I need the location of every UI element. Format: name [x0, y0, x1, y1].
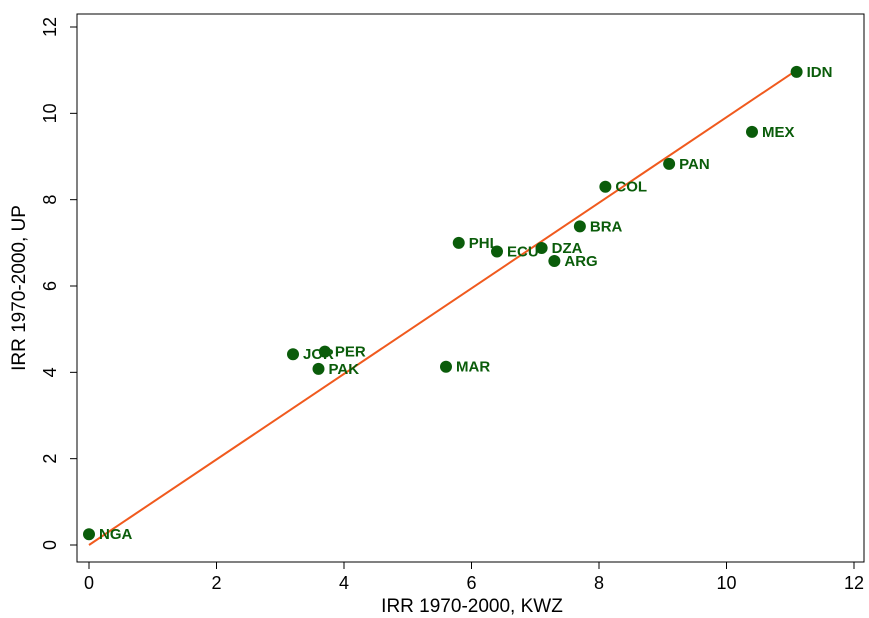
data-point-pan: PAN: [663, 156, 710, 173]
point-marker: [573, 220, 586, 233]
point-marker: [440, 360, 452, 373]
y-axis-title: IRR 1970-2000, UP: [9, 205, 30, 371]
point-label: PER: [335, 344, 366, 361]
x-tick-label: 2: [211, 573, 221, 593]
data-point-per: PER: [318, 344, 366, 361]
point-marker: [312, 362, 325, 375]
x-tick-label: 4: [339, 573, 349, 593]
data-point-mex: MEX: [746, 124, 795, 141]
point-marker: [287, 348, 299, 361]
point-marker: [535, 242, 548, 255]
point-label: BRA: [590, 218, 623, 235]
x-tick-label: 12: [844, 573, 864, 593]
data-point-arg: ARG: [548, 253, 598, 270]
point-marker: [599, 180, 612, 193]
point-label: IDN: [807, 64, 833, 81]
y-tick-label: 12: [40, 17, 60, 37]
point-label: ARG: [564, 253, 597, 270]
point-marker: [491, 245, 503, 258]
point-marker: [83, 528, 95, 541]
y-tick-label: 0: [40, 540, 60, 550]
data-point-phl: PHL: [452, 235, 499, 252]
data-point-pak: PAK: [312, 361, 360, 378]
point-marker: [663, 157, 676, 170]
point-label: PAK: [329, 361, 360, 378]
point-marker: [452, 236, 465, 249]
data-point-nga: NGA: [83, 526, 133, 543]
data-point-mar: MAR: [440, 359, 490, 376]
point-marker: [548, 254, 561, 267]
point-label: PHL: [469, 235, 499, 252]
y-tick-label: 2: [40, 454, 60, 464]
x-tick-label: 0: [84, 573, 94, 593]
point-label: MEX: [762, 124, 795, 141]
x-axis: 0 2 4 6 8 10 12: [84, 561, 864, 593]
y-tick-label: 6: [40, 281, 60, 291]
point-marker: [790, 65, 803, 78]
data-point-bra: BRA: [573, 218, 623, 235]
data-point-col: COL: [599, 179, 647, 196]
point-label: MAR: [456, 359, 490, 376]
data-point-ecu: ECU: [491, 243, 539, 260]
y-tick-label: 4: [40, 367, 60, 377]
point-label: NGA: [99, 526, 133, 543]
point-label: ECU: [507, 243, 539, 260]
fit-line-layer: [88, 69, 798, 546]
data-point-dza: DZA: [535, 240, 583, 257]
x-tick-label: 8: [594, 573, 604, 593]
x-tick-label: 6: [466, 573, 476, 593]
point-label: PAN: [679, 156, 710, 173]
point-label: DZA: [552, 240, 583, 257]
x-tick-label: 10: [716, 573, 736, 593]
point-label: COL: [615, 179, 647, 196]
y-axis: 0 2 4 6 8 10 12: [40, 17, 78, 550]
fit-line: [88, 69, 798, 546]
data-point-idn: IDN: [790, 64, 833, 81]
y-tick-label: 8: [40, 195, 60, 205]
point-marker: [746, 125, 758, 138]
point-marker: [318, 345, 331, 358]
x-axis-title: IRR 1970-2000, KWZ: [381, 596, 563, 617]
y-tick-label: 10: [40, 103, 60, 123]
